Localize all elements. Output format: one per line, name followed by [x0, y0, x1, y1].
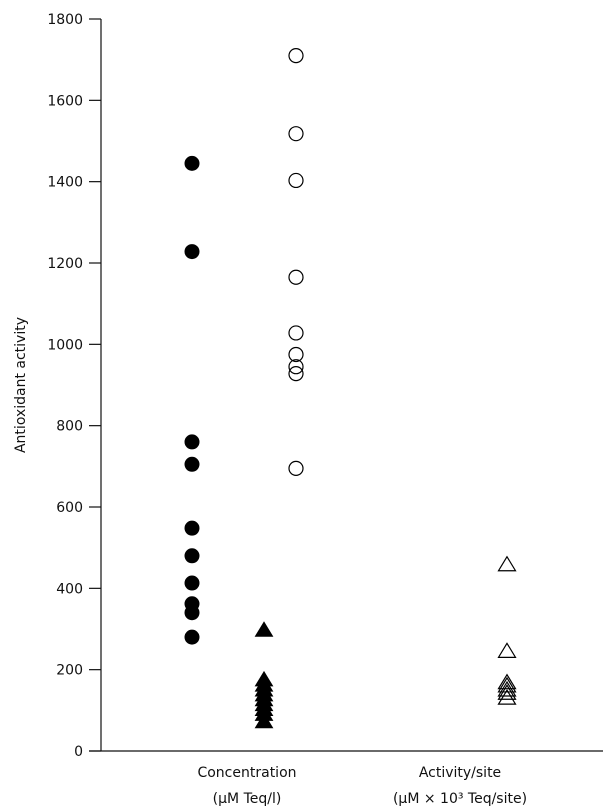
open-circle-point: [288, 269, 304, 285]
axis-labels: Antioxidant activity Concentration (µM Teq…: [13, 317, 527, 807]
open-circle-point: [288, 172, 304, 189]
y-axis-title: Antioxidant activity: [13, 317, 29, 453]
y-tick-label: 1800: [47, 12, 83, 28]
y-tick-label: 1200: [47, 256, 83, 272]
filled-triangle-point: [254, 712, 274, 729]
open-circle-point: [288, 47, 304, 64]
filled-circle-point: [184, 605, 200, 621]
filled-circle-point: [184, 575, 200, 591]
filled-triangle-point: [254, 621, 274, 637]
filled-circle-point: [184, 520, 200, 536]
y-tick-label: 1400: [47, 175, 83, 191]
open-triangle-point: [497, 676, 517, 693]
open-triangle-point: [497, 642, 517, 658]
open-circle-point: [288, 460, 304, 476]
open-triangle-point: [497, 680, 517, 697]
y-tick-label: 600: [56, 500, 83, 516]
category-label-line1: Concentration: [197, 765, 296, 781]
filled-circle-point: [184, 155, 200, 171]
category-label-line2: (µM × 10³ Teq/site): [393, 791, 527, 807]
y-tick-label: 1600: [47, 93, 83, 109]
open-triangle-point: [497, 673, 517, 690]
data-markers: [184, 47, 517, 729]
y-axis: 0 200 400 600 800 1000 1200 1400 1600 1800: [47, 12, 102, 760]
filled-circle-point: [184, 548, 200, 564]
y-tick-label: 800: [56, 419, 83, 435]
open-circle-point: [288, 366, 304, 382]
open-circle-point: [288, 346, 304, 363]
open-circle-point: [288, 325, 304, 341]
open-circle-point: [288, 359, 304, 375]
category-label-line1: Activity/site: [419, 765, 501, 781]
y-tick-label: 400: [56, 581, 83, 597]
open-triangle-point: [497, 688, 517, 705]
y-tick-label: 1000: [47, 337, 83, 353]
filled-circle-point: [184, 244, 200, 260]
category-label-line2: (µM Teq/l): [213, 791, 282, 807]
open-triangle-point: [497, 684, 517, 700]
filled-circle-point: [184, 434, 200, 450]
open-triangle-point: [497, 555, 517, 572]
open-circle-point: [288, 126, 304, 142]
y-tick-label: 0: [74, 744, 83, 760]
filled-circle-point: [184, 629, 200, 645]
y-tick-label: 200: [56, 663, 83, 679]
filled-circle-point: [184, 456, 200, 472]
